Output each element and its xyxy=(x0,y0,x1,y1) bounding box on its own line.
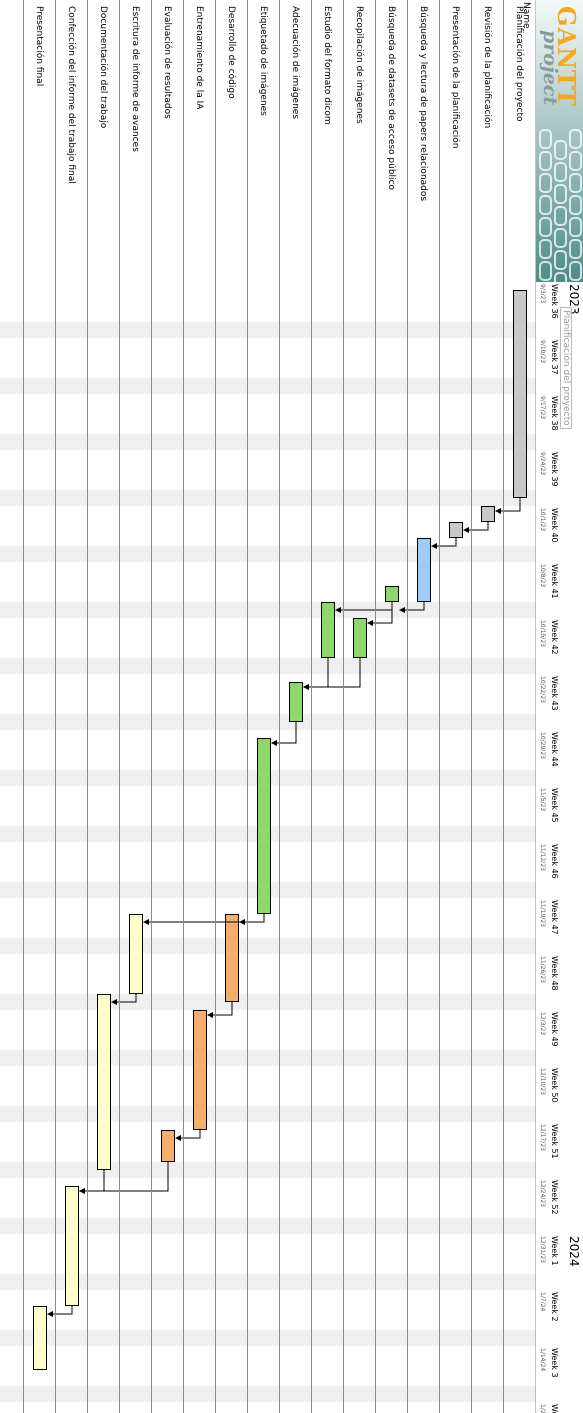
logo-pattern-cell xyxy=(554,206,567,226)
weekend-band xyxy=(0,490,536,498)
logo-pattern-cell xyxy=(539,151,552,171)
weekend-band xyxy=(0,994,536,1002)
row-divider xyxy=(119,0,120,1413)
weekend-band xyxy=(0,1394,536,1402)
dependency-arrow xyxy=(463,522,489,533)
row-divider xyxy=(247,0,248,1413)
logo-pattern-cell xyxy=(554,272,567,282)
row-divider xyxy=(503,0,504,1413)
weekend-band xyxy=(0,1386,536,1394)
weekend-band xyxy=(0,1226,536,1234)
dependency-arrow xyxy=(79,1170,105,1194)
row-divider xyxy=(55,0,56,1413)
weekend-band xyxy=(0,322,536,330)
dependency-arrow xyxy=(47,1306,73,1317)
weekend-band xyxy=(0,1002,536,1010)
weekend-band xyxy=(0,658,536,666)
weekend-band xyxy=(0,1114,536,1122)
weekend-band xyxy=(0,498,536,506)
row-divider xyxy=(407,0,408,1413)
weekend-band xyxy=(0,1106,536,1114)
weekend-band xyxy=(0,378,536,386)
row-divider xyxy=(215,0,216,1413)
dependency-arrow xyxy=(207,1002,233,1018)
weekend-band xyxy=(0,722,536,730)
row-divider xyxy=(23,0,24,1413)
dependency-arrow xyxy=(111,994,137,1005)
weekend-band xyxy=(0,1218,536,1226)
dependency-arrow xyxy=(175,1130,201,1141)
logo-pattern-cell xyxy=(539,129,552,149)
dependency-arrow xyxy=(495,498,521,514)
weekend-band xyxy=(0,1050,536,1058)
logo-pattern-cell xyxy=(569,151,582,171)
row-divider xyxy=(439,0,440,1413)
dependency-arrow xyxy=(335,602,393,613)
logo-pattern-cell xyxy=(569,261,582,281)
row-divider xyxy=(375,0,376,1413)
weekend-band xyxy=(0,1162,536,1170)
dependency-arrow xyxy=(79,1162,169,1194)
row-divider xyxy=(183,0,184,1413)
weekend-band xyxy=(0,1282,536,1290)
dependency-arrow xyxy=(303,658,329,690)
ganttproject-logo: GANTT project xyxy=(536,0,583,282)
weekend-band xyxy=(0,442,536,450)
weekend-band xyxy=(0,330,536,338)
dependency-arrow xyxy=(271,722,297,746)
weekend-band xyxy=(0,1338,536,1346)
logo-pattern-cell xyxy=(554,228,567,248)
row-divider xyxy=(87,0,88,1413)
weekend-band xyxy=(0,1330,536,1338)
weekend-band xyxy=(0,1274,536,1282)
weekend-band xyxy=(0,666,536,674)
dependency-arrow xyxy=(399,602,425,613)
weekend-band xyxy=(0,434,536,442)
weekend-band xyxy=(0,546,536,554)
logo-pattern-cell xyxy=(554,140,567,160)
logo-pattern-cell xyxy=(554,184,567,204)
weekend-band xyxy=(0,386,536,394)
row-divider xyxy=(471,0,472,1413)
dependency-arrow xyxy=(143,914,265,925)
logo-pattern-cell xyxy=(539,217,552,237)
logo-pattern-cell xyxy=(539,239,552,259)
logo-pattern-cell xyxy=(554,162,567,182)
logo-pattern-cell xyxy=(539,173,552,193)
dependency-arrow xyxy=(303,658,361,690)
logo-pattern-cell xyxy=(554,250,567,270)
weekend-band xyxy=(0,1170,536,1178)
row-divider xyxy=(311,0,312,1413)
logo-pattern-cell xyxy=(569,129,582,149)
row-divider xyxy=(151,0,152,1413)
dependency-arrow xyxy=(239,914,265,925)
dependency-arrow xyxy=(431,538,457,549)
weekend-band xyxy=(0,714,536,722)
dependency-arrow xyxy=(367,602,393,626)
logo-pattern-cell xyxy=(569,217,582,237)
row-divider xyxy=(343,0,344,1413)
logo-pattern-cell xyxy=(539,261,552,281)
logo-pattern-cell xyxy=(569,173,582,193)
weekend-band xyxy=(0,1058,536,1066)
row-divider xyxy=(279,0,280,1413)
weekend-band xyxy=(0,554,536,562)
logo-pattern-cell xyxy=(569,195,582,215)
logo-pattern-cell xyxy=(539,195,552,215)
logo-pattern-cell xyxy=(569,239,582,259)
